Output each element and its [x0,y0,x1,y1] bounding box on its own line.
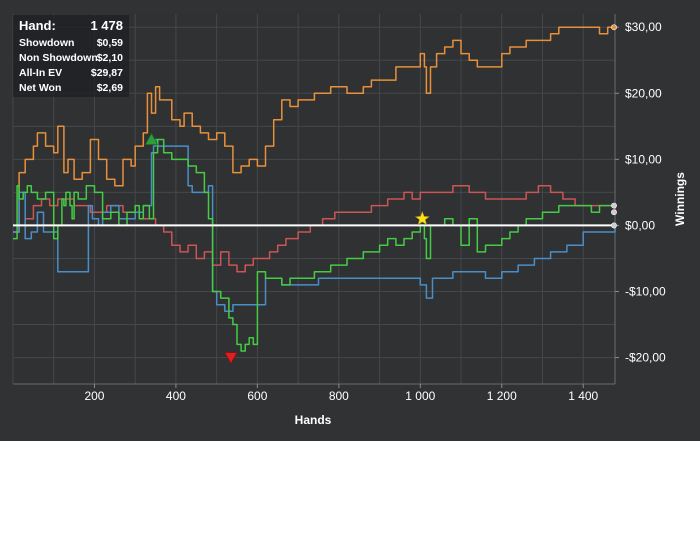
series-line-orange [13,26,615,233]
stat-row-hand: Hand: 1 478 [19,18,123,34]
min-triangle-marker [224,352,238,365]
x-tick-label: 600 [247,389,267,403]
stat-row-net-won: Net Won $2,69 [19,81,123,95]
end-point-dot [611,202,617,209]
end-point-dot [611,24,617,31]
end-point-dot [611,222,617,229]
stat-value: $2,69 [96,82,123,94]
max-triangle-marker [144,132,159,145]
stat-row-all-in-ev: All-In EV $29,87 [19,66,123,80]
series-line-blue [13,138,616,313]
stat-label: Non Showdown [19,52,97,64]
series-line-green [13,138,615,352]
stats-box: Hand: 1 478 Showdown $0,59 Non Showdown … [13,15,129,97]
series-line-red [13,185,616,273]
stat-label: Showdown [19,37,75,49]
x-tick-label: 800 [329,389,349,403]
y-tick-label: -$10,00 [625,285,666,299]
chart-panel: 200 400 600 800 1 000 1 200 1 400 -$20,00 -$10,0… [0,0,700,441]
stat-hand-value: 1 478 [90,18,123,33]
y-tick-label: $20,00 [625,86,662,100]
x-tick-label: 1 400 [568,389,598,403]
stat-row-showdown: Showdown $0,59 [19,36,123,50]
stat-value: $0,59 [96,37,123,49]
x-tick-label: 1 000 [405,389,435,403]
stat-value: $2,10 [96,52,123,64]
end-point-dot [611,209,617,216]
stat-value: $29,87 [90,67,123,79]
stat-hand-label: Hand: [19,18,56,33]
stat-label: All-In EV [19,67,63,79]
star-marker [414,210,430,226]
y-tick-label: $10,00 [625,152,662,166]
stat-row-non-showdown: Non Showdown $2,10 [19,51,123,65]
stat-label: Net Won [19,82,62,94]
y-tick-label: -$20,00 [625,351,666,365]
y-axis-title: Winnings [673,172,687,226]
x-tick-label: 1 200 [487,389,517,403]
x-tick-label: 400 [166,389,186,403]
x-axis-title: Hands [294,413,332,427]
y-tick-label: $30,00 [625,20,662,34]
y-tick-label: $0,00 [625,218,655,232]
x-tick-label: 200 [84,389,104,403]
